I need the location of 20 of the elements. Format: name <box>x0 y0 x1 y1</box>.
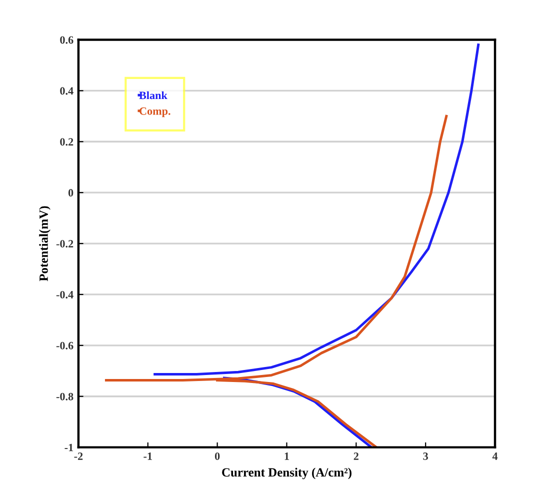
x-tick-label: 0 <box>214 452 220 460</box>
y-tick-label: -0.2 <box>56 240 74 248</box>
legend-label: Comp. <box>140 107 170 118</box>
x-tick-label: -1 <box>144 452 152 460</box>
x-tick-label: -2 <box>74 452 83 460</box>
y-tick-label: 0.4 <box>60 87 74 95</box>
x-tick-label: 2 <box>354 452 358 460</box>
x-tick-label: 4 <box>492 452 498 460</box>
legend-label: Blank <box>139 91 168 100</box>
y-tick-label: 0.6 <box>60 36 74 44</box>
x-axis-title: Current Density (A/cm²) <box>222 468 352 480</box>
x-tick-label: 3 <box>423 452 428 460</box>
y-tick-label: -0.8 <box>56 392 74 400</box>
y-axis-title: Potential(mV) <box>39 206 50 282</box>
y-tick-label: -0.6 <box>56 342 74 350</box>
x-tick-label: 1 <box>284 452 289 460</box>
y-tick-label: -1 <box>64 444 74 452</box>
y-tick-label: -0.4 <box>56 290 74 298</box>
y-tick-label: 0 <box>68 189 74 197</box>
y-tick-label: 0.2 <box>60 138 74 146</box>
